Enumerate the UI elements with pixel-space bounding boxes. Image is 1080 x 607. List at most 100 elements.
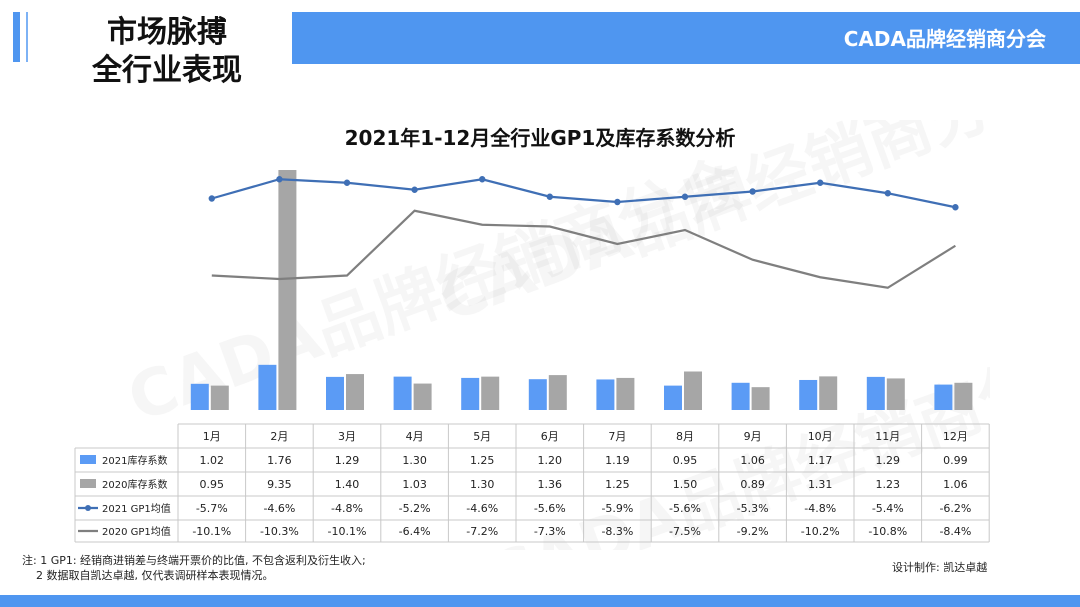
bar-2020-inventory [278, 170, 297, 410]
bar-2020-inventory [413, 383, 432, 410]
line-point-2021-gp1 [681, 193, 689, 200]
line-point-2021-gp1 [884, 190, 891, 197]
legend-swatch [80, 479, 96, 488]
footnote: 注: 1 GP1: 经销商进销差与终端开票价的比值, 不包含返利及衍生收入; 2… [22, 553, 366, 583]
legend-swatch [80, 455, 96, 464]
data-label: 1.17 [808, 454, 833, 467]
bar-2020-inventory [346, 374, 364, 410]
x-tick-label: 12月 [943, 430, 968, 443]
data-label: -7.5% [669, 525, 701, 538]
x-tick-label: 8月 [676, 430, 694, 443]
data-label: 1.31 [808, 478, 833, 491]
bar-2020-inventory [886, 378, 905, 410]
line-point-2021-gp1 [208, 195, 215, 202]
data-label: -4.8% [331, 502, 363, 515]
data-label: -5.6% [534, 502, 566, 515]
legend-label: 2020 GP1均值 [102, 525, 171, 538]
data-label: 1.06 [740, 454, 765, 467]
data-label: -10.8% [868, 525, 907, 538]
line-point-2021-gp1 [817, 179, 824, 186]
legend-label: 2020库存系数 [102, 478, 167, 491]
bar-2020-inventory [819, 376, 838, 410]
data-label: 1.76 [267, 454, 292, 467]
bar-2021-inventory [393, 376, 412, 410]
line-point-2021-gp1 [546, 193, 553, 200]
bar-2020-inventory [751, 387, 770, 410]
x-tick-label: 6月 [541, 430, 559, 443]
data-label: -6.2% [939, 502, 971, 515]
line-point-2021-gp1 [479, 176, 486, 183]
bar-2021-inventory [461, 377, 480, 410]
data-label: 1.50 [673, 478, 698, 491]
header-banner [292, 12, 1080, 64]
legend-label: 2021库存系数 [102, 454, 167, 467]
data-label: 0.89 [740, 478, 765, 491]
data-label: 1.02 [200, 454, 225, 467]
data-label: -10.1% [328, 525, 367, 538]
line-point-2021-gp1 [276, 176, 283, 183]
bar-2021-inventory [258, 364, 277, 410]
data-label: -5.4% [872, 502, 904, 515]
x-tick-label: 5月 [473, 430, 491, 443]
bar-2021-inventory [528, 379, 547, 410]
page-title-line1: 市场脉搏 [107, 15, 227, 50]
bars-layer [190, 170, 973, 410]
footnote-line1: 注: 1 GP1: 经销商进销差与终端开票价的比值, 不包含返利及衍生收入; [22, 554, 366, 567]
data-label: 9.35 [267, 478, 292, 491]
data-label: -4.6% [466, 502, 498, 515]
data-label: 0.99 [943, 454, 968, 467]
bar-2021-inventory [799, 379, 818, 410]
page-title: 市场脉搏 全行业表现 [42, 14, 292, 90]
data-label: 1.30 [402, 454, 427, 467]
x-tick-label: 4月 [406, 430, 424, 443]
bar-2020-inventory [210, 385, 229, 410]
line-point-2021-gp1 [952, 204, 959, 211]
data-label: -10.3% [260, 525, 299, 538]
data-label: 1.06 [943, 478, 968, 491]
data-label: 1.25 [470, 454, 495, 467]
data-table: 1月 2月 3月 4月 5月 6月 7月 8月 9月 10月 11月 12月 2021库存系数 1.02 1… [74, 423, 990, 543]
data-label: -5.3% [737, 502, 769, 515]
data-label: 1.40 [335, 478, 360, 491]
bar-2021-inventory [934, 384, 953, 410]
footnote-line2: 2 数据取自凯达卓越, 仅代表调研样本表现情况。 [36, 569, 274, 582]
data-label: -8.3% [601, 525, 633, 538]
series-line-2020-gp1 [211, 209, 956, 289]
brand-label: CADA品牌经销商分会 [843, 27, 1046, 51]
data-label: -10.1% [192, 525, 231, 538]
data-label: 0.95 [673, 454, 698, 467]
line-point-2021-gp1 [411, 186, 418, 193]
x-tick-label: 2月 [270, 430, 288, 443]
data-label: 1.19 [605, 454, 630, 467]
bar-2020-inventory [954, 382, 973, 410]
line-point-2021-gp1 [343, 179, 351, 186]
data-label: -5.9% [601, 502, 633, 515]
data-label: -10.2% [801, 525, 840, 538]
data-label: 1.20 [538, 454, 563, 467]
data-label: -5.6% [669, 502, 701, 515]
data-label: -8.4% [939, 525, 971, 538]
data-label: -4.6% [263, 502, 295, 515]
data-label: 1.03 [402, 478, 427, 491]
data-label: 0.95 [200, 478, 225, 491]
line-point-2021-gp1 [749, 188, 756, 195]
data-label: 1.29 [335, 454, 360, 467]
x-tick-label: 1月 [203, 430, 221, 443]
data-label: -7.3% [534, 525, 566, 538]
x-tick-label: 9月 [744, 430, 762, 443]
x-tick-label: 3月 [338, 430, 356, 443]
left-accent-line [26, 12, 28, 62]
x-tick-label: 7月 [608, 430, 626, 443]
bar-2021-inventory [190, 383, 209, 410]
chart-title: 2021年1-12月全行业GP1及库存系数分析 [344, 126, 736, 150]
bar-2020-inventory [481, 376, 500, 410]
data-label: -5.7% [196, 502, 228, 515]
series-line-2021-gp1 [211, 178, 956, 209]
data-label: 1.30 [470, 478, 495, 491]
lines-layer [208, 176, 959, 289]
x-tick-label: 10月 [808, 430, 833, 443]
data-label: -4.8% [804, 502, 836, 515]
design-credit: 设计制作: 凯达卓越 [892, 561, 988, 574]
legend-marker [85, 505, 91, 511]
